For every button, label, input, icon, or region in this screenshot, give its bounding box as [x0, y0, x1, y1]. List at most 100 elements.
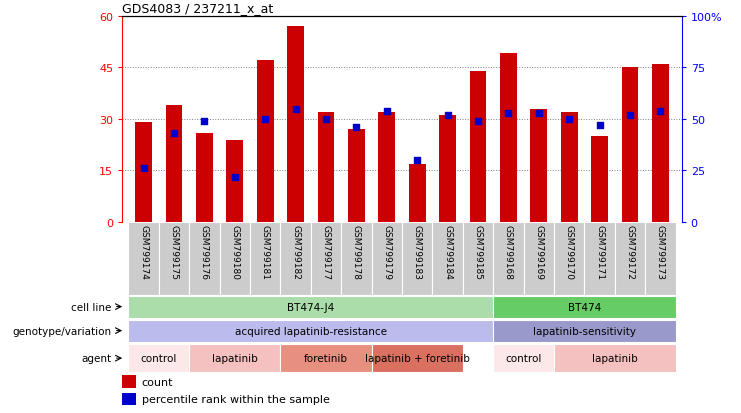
Text: foretinib: foretinib — [304, 353, 348, 363]
Text: control: control — [141, 353, 177, 363]
Point — [381, 108, 393, 115]
Text: count: count — [142, 377, 173, 387]
Text: GSM799179: GSM799179 — [382, 225, 391, 280]
Bar — [310, 223, 341, 295]
Bar — [494, 223, 524, 295]
Bar — [494, 344, 554, 373]
Text: lapatinib-sensitivity: lapatinib-sensitivity — [533, 326, 636, 336]
Bar — [585, 223, 615, 295]
Point — [594, 122, 605, 129]
Text: BT474-J4: BT474-J4 — [288, 302, 334, 312]
Bar — [219, 223, 250, 295]
Bar — [615, 223, 645, 295]
Bar — [463, 223, 494, 295]
Point — [229, 174, 241, 180]
Bar — [554, 344, 676, 373]
Bar — [189, 223, 219, 295]
Bar — [561, 113, 577, 223]
Bar — [348, 130, 365, 223]
Bar — [128, 296, 494, 318]
Point — [624, 112, 636, 119]
Bar — [402, 223, 433, 295]
Point — [533, 110, 545, 117]
Text: GSM799180: GSM799180 — [230, 225, 239, 280]
Text: GSM799178: GSM799178 — [352, 225, 361, 280]
Bar — [494, 320, 676, 342]
Text: GSM799170: GSM799170 — [565, 225, 574, 280]
Bar — [122, 375, 136, 388]
Text: BT474: BT474 — [568, 302, 601, 312]
Bar — [159, 223, 189, 295]
Bar — [280, 223, 310, 295]
Text: agent: agent — [81, 353, 111, 363]
Bar — [227, 140, 243, 223]
Point — [168, 131, 180, 137]
Bar — [554, 223, 585, 295]
Bar — [433, 223, 463, 295]
Bar — [645, 223, 676, 295]
Point — [442, 112, 453, 119]
Text: GSM799182: GSM799182 — [291, 225, 300, 280]
Text: GSM799175: GSM799175 — [170, 225, 179, 280]
Text: GDS4083 / 237211_x_at: GDS4083 / 237211_x_at — [122, 2, 273, 15]
Text: GSM799172: GSM799172 — [625, 225, 634, 280]
Text: GSM799173: GSM799173 — [656, 225, 665, 280]
Text: GSM799177: GSM799177 — [322, 225, 330, 280]
Text: acquired lapatinib-resistance: acquired lapatinib-resistance — [235, 326, 387, 336]
Bar — [165, 106, 182, 223]
Bar — [128, 320, 494, 342]
Point — [654, 108, 666, 115]
Bar — [494, 296, 676, 318]
Bar — [189, 344, 280, 373]
Text: cell line: cell line — [70, 302, 111, 312]
Bar — [257, 61, 273, 223]
Bar — [524, 223, 554, 295]
Bar — [280, 344, 371, 373]
Point — [563, 116, 575, 123]
Text: lapatinib: lapatinib — [592, 353, 638, 363]
Bar — [288, 27, 304, 223]
Point — [259, 116, 271, 123]
Bar — [128, 344, 189, 373]
Bar — [439, 116, 456, 223]
Bar — [379, 113, 395, 223]
Bar — [128, 223, 159, 295]
Bar — [622, 68, 639, 223]
Bar — [318, 113, 334, 223]
Point — [502, 110, 514, 117]
Text: genotype/variation: genotype/variation — [12, 326, 111, 336]
Point — [199, 118, 210, 125]
Text: control: control — [505, 353, 542, 363]
Point — [472, 118, 484, 125]
Text: GSM799185: GSM799185 — [473, 225, 482, 280]
Bar — [470, 71, 486, 223]
Bar — [652, 64, 669, 223]
Text: GSM799181: GSM799181 — [261, 225, 270, 280]
Bar — [371, 223, 402, 295]
Text: percentile rank within the sample: percentile rank within the sample — [142, 394, 330, 404]
Text: GSM799176: GSM799176 — [200, 225, 209, 280]
Bar — [531, 109, 547, 223]
Text: GSM799174: GSM799174 — [139, 225, 148, 280]
Bar — [196, 133, 213, 223]
Bar — [250, 223, 280, 295]
Point — [138, 166, 150, 172]
Bar — [122, 393, 136, 406]
Text: GSM799168: GSM799168 — [504, 225, 513, 280]
Point — [411, 157, 423, 164]
Bar — [500, 54, 516, 223]
Bar — [135, 123, 152, 223]
Bar — [341, 223, 371, 295]
Text: GSM799171: GSM799171 — [595, 225, 604, 280]
Point — [350, 124, 362, 131]
Text: lapatinib: lapatinib — [212, 353, 258, 363]
Text: GSM799169: GSM799169 — [534, 225, 543, 280]
Text: GSM799183: GSM799183 — [413, 225, 422, 280]
Point — [290, 106, 302, 113]
Bar — [591, 137, 608, 223]
Text: lapatinib + foretinib: lapatinib + foretinib — [365, 353, 470, 363]
Point — [320, 116, 332, 123]
Bar — [371, 344, 463, 373]
Bar — [409, 164, 425, 223]
Text: GSM799184: GSM799184 — [443, 225, 452, 280]
